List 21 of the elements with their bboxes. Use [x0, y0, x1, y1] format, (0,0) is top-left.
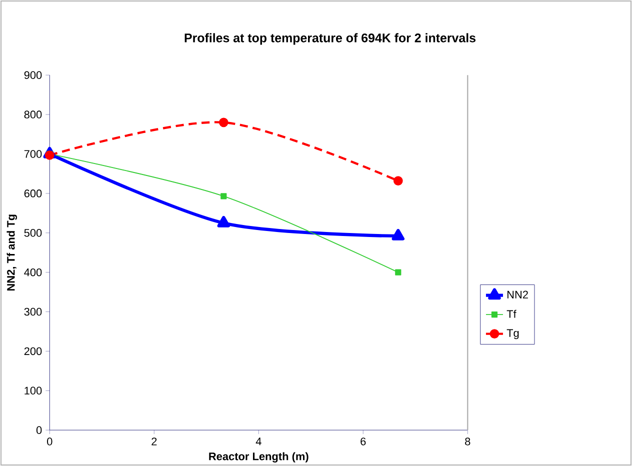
y-tick-label: 0 — [36, 426, 42, 434]
y-tick-label: 300 — [24, 308, 42, 316]
x-tick-label: 4 — [256, 438, 262, 446]
y-tick-label: 700 — [24, 150, 42, 158]
x-tick-label: 2 — [152, 438, 157, 446]
chart-title: Profiles at top temperature of 694K for 2 intervals — [184, 33, 476, 45]
y-tick-label: 400 — [24, 268, 42, 276]
x-tick-label: 6 — [360, 438, 366, 446]
y-tick-label: 600 — [24, 190, 42, 198]
x-tick-label: 8 — [465, 438, 470, 446]
y-tick-label: 800 — [24, 110, 42, 118]
x-axis-title: Reactor Length (m) — [209, 452, 308, 462]
y-axis-title: NN2, Tf and Tg — [6, 214, 18, 291]
legend-label: Tf — [506, 310, 516, 318]
y-tick-label: 100 — [24, 386, 42, 395]
legend-label: Tg — [506, 329, 519, 340]
legend-label: NN2 — [507, 290, 528, 298]
y-tick-label: 200 — [24, 347, 42, 356]
y-tick-label: 500 — [24, 229, 42, 237]
x-tick-label: 0 — [47, 438, 52, 446]
y-tick-label: 900 — [24, 71, 42, 79]
